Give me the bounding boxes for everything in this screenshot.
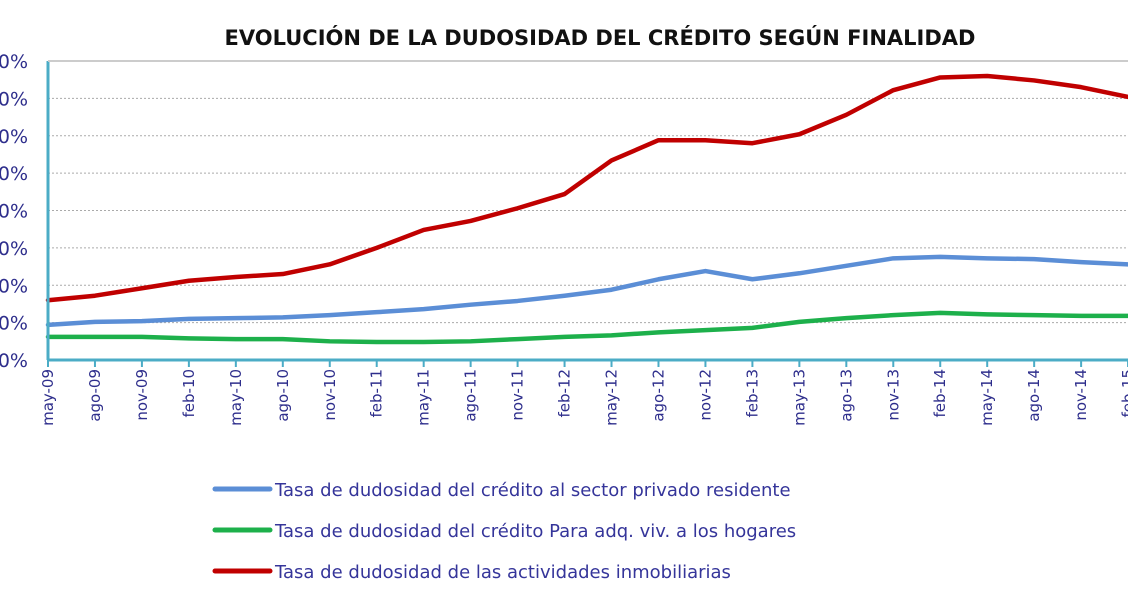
x-tick-label: nov-14	[1072, 369, 1090, 421]
series-line-1	[45, 254, 1128, 328]
x-tick-label: may-14	[978, 369, 996, 426]
x-tick-label: nov-11	[509, 369, 527, 421]
x-tick-label: may-11	[415, 369, 433, 426]
x-tick-label: feb-15	[1119, 369, 1128, 418]
x-tick-label: ago-14	[1025, 369, 1043, 422]
x-tick-label: ago-10	[274, 369, 292, 422]
y-tick-label: 15,0%	[0, 238, 28, 260]
x-tick-label: feb-11	[368, 369, 386, 418]
y-tick-label: 20,0%	[0, 201, 28, 223]
x-tick-label: feb-12	[556, 369, 574, 418]
x-tick-label: ago-13	[837, 369, 855, 422]
legend-label-3: Tasa de dudosidad de las actividades inm…	[274, 562, 731, 583]
x-tick-label: may-13	[790, 369, 808, 426]
x-tick-label: ago-09	[86, 369, 104, 422]
y-tick-label: 5,0%	[0, 313, 28, 335]
x-tick-label: feb-14	[931, 369, 949, 418]
y-tick-label: 25,0%	[0, 163, 28, 185]
x-tick-label: feb-13	[743, 369, 761, 418]
series-line-3	[45, 73, 1128, 303]
legend-label-1: Tasa de dudosidad del crédito al sector …	[274, 480, 791, 501]
x-tick-label: nov-13	[884, 369, 902, 421]
x-tick-label: nov-09	[133, 369, 151, 421]
y-tick-label: 0,0%	[0, 350, 28, 372]
x-tick-label: ago-12	[649, 369, 667, 422]
y-tick-label: 10,0%	[0, 275, 28, 297]
series-line-2	[45, 310, 1128, 345]
x-tick-label: feb-10	[180, 369, 198, 418]
chart-title: EVOLUCIÓN DE LA DUDOSIDAD DEL CRÉDITO SE…	[225, 25, 976, 50]
x-tick-label: nov-12	[696, 369, 714, 421]
x-tick-label: nov-10	[321, 369, 339, 421]
x-tick-label: may-09	[39, 369, 57, 426]
legend-label-2: Tasa de dudosidad del crédito Para adq. …	[274, 521, 796, 542]
x-tick-label: may-10	[227, 369, 245, 426]
x-tick-label: may-12	[603, 369, 621, 426]
y-tick-label: 35,0%	[0, 88, 28, 110]
x-tick-label: ago-11	[462, 369, 480, 422]
y-tick-label: 30,0%	[0, 126, 28, 148]
y-tick-label: 40,0%	[0, 51, 28, 73]
